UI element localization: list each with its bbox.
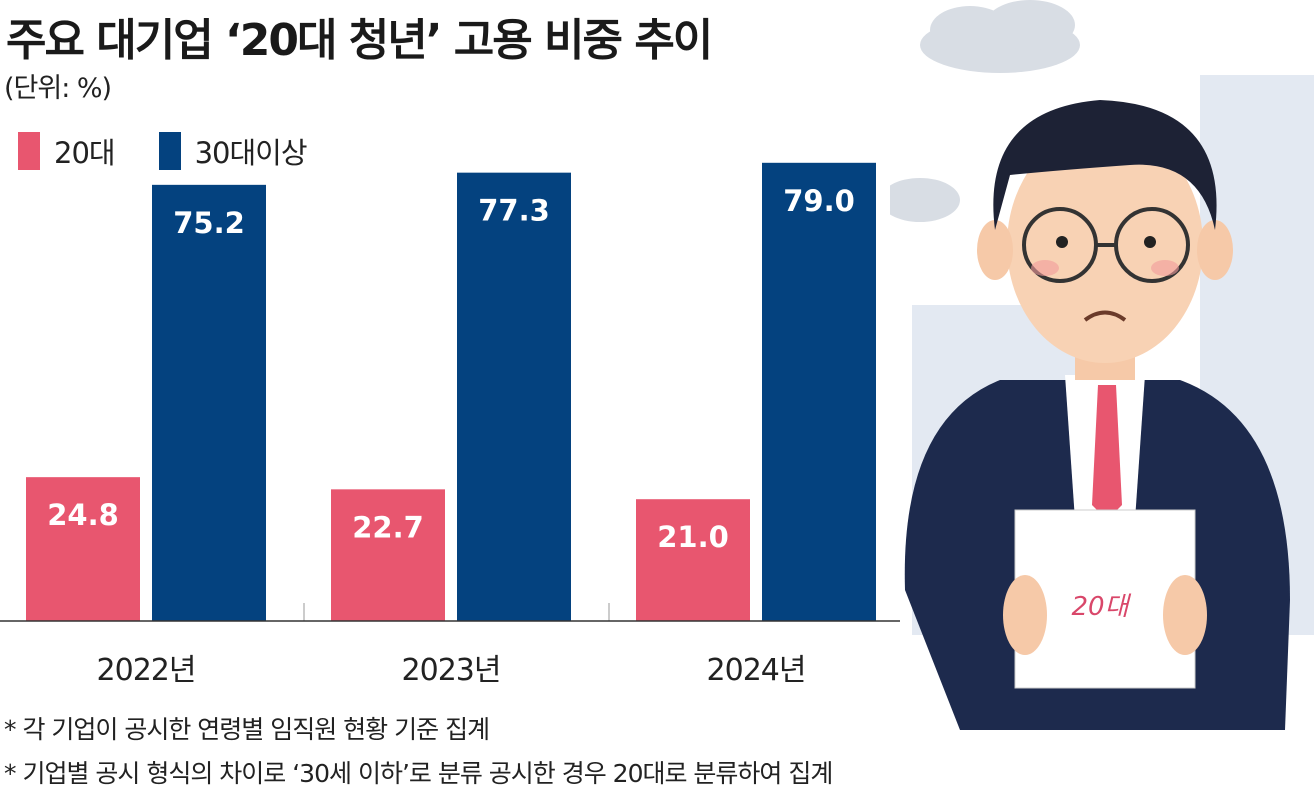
data-label: 24.8	[47, 498, 119, 532]
paper-text: 20대	[1071, 592, 1131, 622]
bar-30s-plus-2024년	[762, 162, 876, 622]
chart-unit: (단위: %)	[4, 73, 112, 104]
cloud-icon	[890, 0, 1080, 222]
x-tick-label: 2022년	[97, 653, 196, 688]
bar-30s-plus-2023년	[457, 172, 571, 621]
footnote-1: * 각 기업이 공시한 연령별 임직원 현황 기준 집계	[4, 715, 490, 744]
data-label: 77.3	[478, 194, 550, 228]
chart-title: 주요 대기업 ‘20대 청년’ 고용 비중 추이	[6, 15, 713, 66]
bar-30s-plus-2022년	[152, 184, 266, 621]
bar-20s-2023년	[331, 489, 445, 621]
bar-chart: 24.8 75.2 2022년 22.7 77.3 2023년 21.0 79.0 2024년	[0, 162, 900, 688]
data-label: 79.0	[783, 184, 855, 218]
legend-swatch-20s	[18, 132, 40, 170]
paper: 20대	[1003, 509, 1207, 689]
bar-20s-2024년	[636, 499, 750, 621]
legend-item-30s-plus: 30대이상	[158, 130, 308, 172]
data-label: 21.0	[657, 520, 729, 554]
bar-20s-2022년	[26, 477, 140, 621]
footnote-2: * 기업별 공시 형식의 차이로 ‘30세 이하’로 분류 공시한 경우 20대…	[4, 759, 833, 788]
legend: 20대 30대이상	[18, 130, 351, 172]
legend-label-20s: 20대	[54, 136, 116, 170]
legend-label-30s-plus: 30대이상	[194, 136, 308, 170]
x-tick-label: 2024년	[707, 653, 806, 688]
data-label: 75.2	[173, 206, 245, 240]
man	[904, 100, 1290, 730]
legend-item-20s: 20대	[18, 130, 116, 172]
x-tick-label: 2023년	[402, 653, 501, 688]
worried-businessman-illustration: 20대	[890, 0, 1314, 730]
legend-swatch-30s-plus	[158, 132, 181, 170]
data-label: 22.7	[352, 510, 424, 544]
